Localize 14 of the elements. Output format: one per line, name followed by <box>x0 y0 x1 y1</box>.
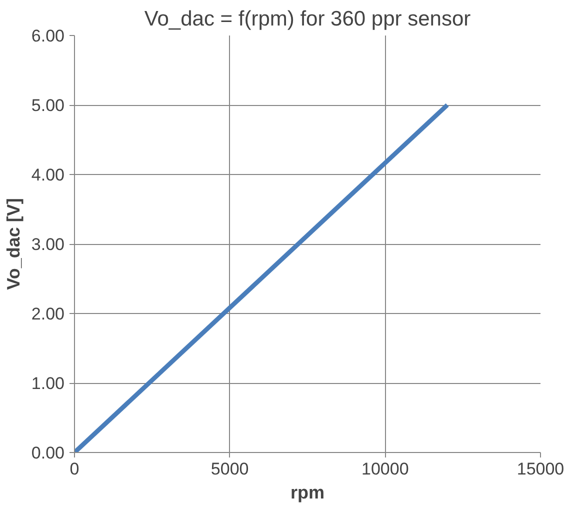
chart-title: Vo_dac = f(rpm) for 360 ppr sensor <box>144 8 471 30</box>
y-tick-label: 0.00 <box>31 444 65 462</box>
x-tick-label: 5000 <box>210 460 249 478</box>
y-tick-label: 4.00 <box>31 166 65 184</box>
y-tick-label: 3.00 <box>31 235 65 254</box>
y-axis-title: Vo_dac [V] <box>3 198 24 290</box>
x-tick-label: 15000 <box>516 460 564 478</box>
x-axis-title: rpm <box>290 482 325 502</box>
y-tick-label: 2.00 <box>31 304 65 324</box>
x-tick-label: 0 <box>70 460 80 478</box>
y-tick-label: 5.00 <box>31 96 65 115</box>
x-tick-label: 10000 <box>362 460 409 478</box>
y-tick-label: 1.00 <box>31 374 65 393</box>
y-tick-label: 6.00 <box>31 26 65 46</box>
